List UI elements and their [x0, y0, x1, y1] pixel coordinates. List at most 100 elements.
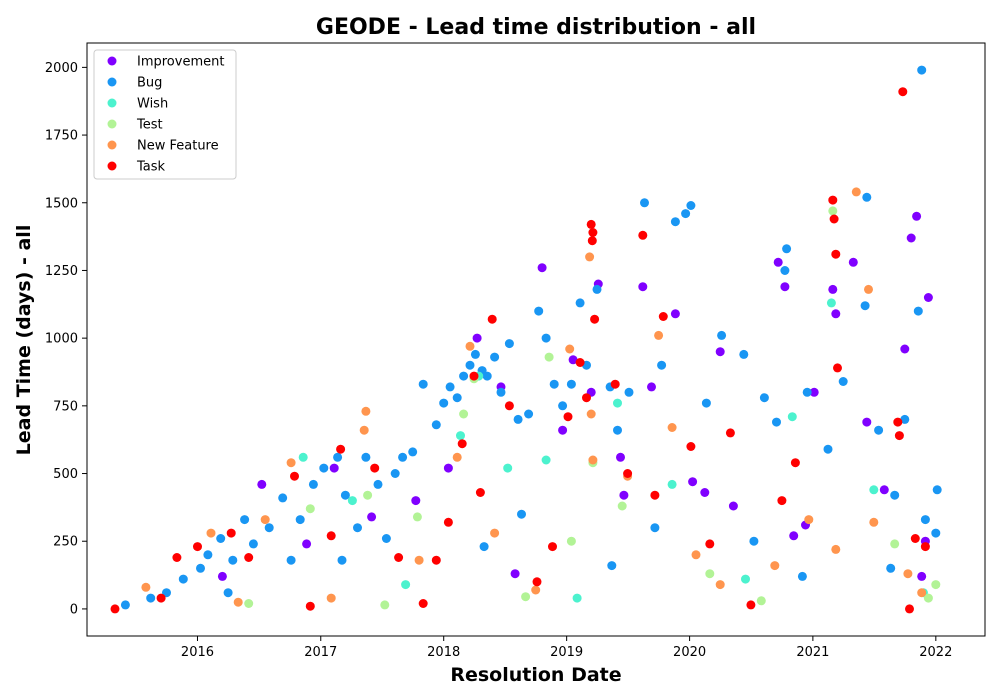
plot-frame	[86, 42, 986, 637]
x-tick-label: 2020	[673, 645, 706, 660]
data-point	[586, 409, 596, 419]
data-point	[809, 387, 819, 397]
data-point	[831, 544, 841, 554]
data-point	[587, 236, 597, 246]
data-point	[537, 263, 547, 273]
data-point	[290, 471, 299, 481]
data-point	[790, 458, 800, 468]
data-point	[667, 423, 677, 432]
data-point	[906, 233, 916, 243]
data-point	[688, 477, 698, 487]
data-point	[370, 463, 380, 473]
legend-label: Task	[136, 160, 166, 175]
data-point	[638, 282, 648, 292]
data-point	[773, 257, 783, 267]
data-point	[264, 523, 274, 533]
data-point	[295, 515, 305, 525]
data-point	[380, 600, 390, 610]
data-point	[890, 490, 900, 500]
data-point	[418, 599, 428, 608]
x-tick-label: 2017	[304, 645, 337, 660]
data-point	[503, 463, 513, 473]
y-tick-label: 1750	[45, 129, 78, 144]
data-point	[367, 512, 377, 522]
data-point	[715, 580, 725, 590]
data-point	[347, 496, 357, 506]
data-point	[305, 504, 315, 514]
data-point	[898, 87, 908, 97]
data-point	[443, 463, 453, 473]
data-point	[582, 393, 591, 403]
data-point	[912, 211, 922, 221]
y-axis: 0 250 500 750 1000 1250 1500 1750 2000	[45, 61, 87, 617]
data-point	[337, 555, 347, 565]
data-point	[705, 569, 715, 579]
legend-item: Test	[107, 118, 163, 133]
data-point	[617, 501, 627, 511]
data-point	[439, 398, 449, 408]
series-improvement	[217, 211, 933, 581]
data-point	[459, 409, 469, 419]
data-point	[568, 355, 578, 365]
data-point	[257, 479, 267, 489]
data-point	[686, 201, 696, 210]
data-point	[802, 387, 812, 397]
data-point	[563, 412, 573, 422]
data-point	[623, 469, 633, 478]
data-point	[874, 425, 884, 435]
y-tick-label: 500	[53, 467, 78, 482]
data-point	[900, 414, 910, 424]
legend-box	[93, 49, 237, 180]
y-tick-label: 1250	[45, 264, 78, 279]
data-point	[240, 515, 250, 525]
data-point	[920, 515, 930, 525]
data-point	[381, 534, 391, 543]
data-point	[588, 228, 598, 237]
data-point	[647, 382, 656, 392]
data-point	[216, 534, 226, 543]
data-point	[308, 479, 318, 489]
data-point	[592, 284, 602, 294]
data-point	[206, 528, 216, 538]
data-point	[524, 409, 534, 419]
data-point	[650, 523, 660, 533]
legend-label: Improvement	[137, 55, 224, 70]
data-point	[638, 230, 648, 240]
data-point	[717, 330, 727, 340]
data-point	[746, 600, 756, 610]
data-point	[640, 198, 649, 208]
data-point	[504, 339, 514, 349]
data-point	[411, 496, 421, 506]
data-point	[831, 249, 841, 259]
data-point	[797, 571, 807, 581]
legend-marker	[107, 77, 117, 87]
data-point	[705, 539, 715, 549]
data-point	[457, 439, 467, 449]
data-point	[431, 420, 441, 430]
data-point	[864, 284, 873, 294]
data-point	[504, 401, 514, 411]
data-point	[787, 412, 797, 422]
data-point	[828, 284, 838, 294]
data-point	[333, 452, 343, 462]
data-point	[851, 187, 861, 197]
legend: Improvement Bug Wish Test New Feature Task	[93, 49, 237, 180]
data-point	[336, 444, 346, 454]
data-point	[585, 252, 595, 262]
data-point	[613, 425, 622, 435]
legend-item: Wish	[107, 97, 168, 112]
data-point	[496, 387, 506, 397]
data-point	[681, 209, 691, 219]
x-tick-label: 2022	[919, 645, 952, 660]
legend-marker	[107, 56, 117, 66]
data-point	[260, 515, 270, 525]
data-point	[848, 257, 858, 267]
data-point	[414, 555, 424, 565]
y-axis-label: Lead Time (days) - all	[13, 225, 35, 456]
series-bug	[120, 65, 942, 610]
data-point	[401, 580, 411, 590]
data-point	[777, 496, 787, 506]
data-point	[531, 585, 541, 595]
data-point	[586, 219, 596, 229]
data-point	[178, 574, 188, 584]
